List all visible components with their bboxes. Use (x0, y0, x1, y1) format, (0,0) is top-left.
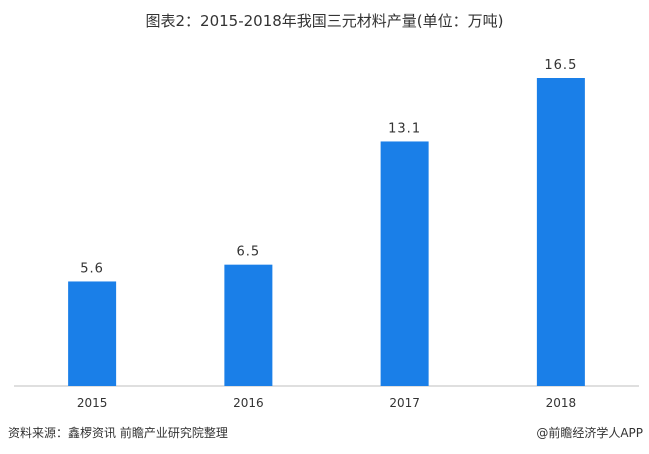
bar-2016 (224, 264, 273, 386)
chart-title: 图表2：2015-2018年我国三元材料产量(单位：万吨) (145, 12, 504, 30)
bar-2017 (380, 141, 429, 386)
bar-2015 (68, 281, 117, 386)
x-tick-label-2015: 2015 (77, 396, 108, 410)
data-label-2018: 16.5 (544, 58, 577, 73)
x-tick-label-2018: 2018 (546, 396, 577, 410)
x-tick-label-2016: 2016 (233, 396, 264, 410)
data-label-2017: 13.1 (388, 121, 421, 136)
source-note: 资料来源：鑫椤资讯 前瞻产业研究院整理 (8, 426, 228, 440)
x-tick-label-2017: 2017 (389, 396, 420, 410)
data-label-2015: 5.6 (80, 261, 104, 276)
data-label-2016: 6.5 (237, 245, 261, 260)
brand-credit: @前瞻经济学人APP (536, 424, 643, 441)
brand-label: @前瞻经济学人APP (536, 426, 643, 440)
bar-2018 (536, 78, 585, 386)
